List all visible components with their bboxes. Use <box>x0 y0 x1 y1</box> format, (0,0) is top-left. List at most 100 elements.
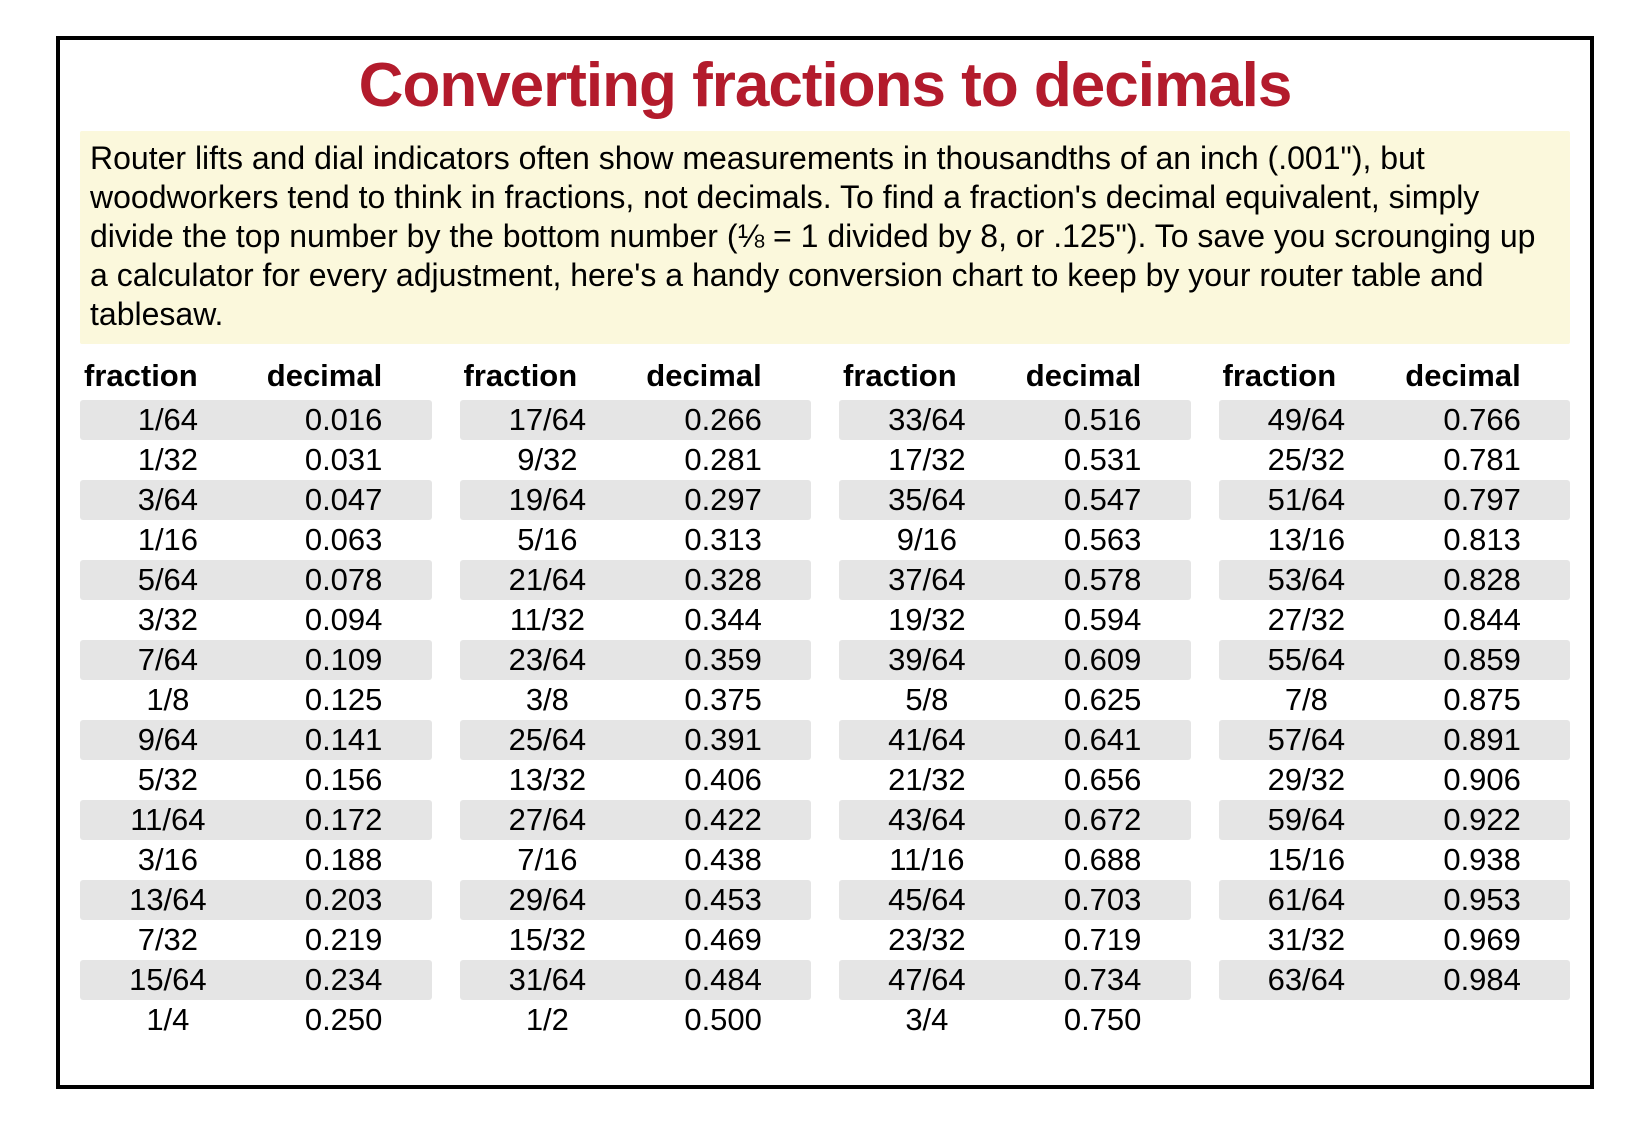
header-fraction: fraction <box>80 358 267 394</box>
decimal-cell: 0.938 <box>1394 842 1570 878</box>
fraction-cell: 1/16 <box>80 522 256 558</box>
decimal-cell: 0.766 <box>1394 402 1570 438</box>
decimal-cell: 0.141 <box>256 722 432 758</box>
fraction-cell: 61/64 <box>1219 882 1395 918</box>
intro-text: Router lifts and dial indicators often s… <box>90 139 1560 334</box>
table-row: 53/640.828 <box>1219 560 1571 600</box>
decimal-cell: 0.844 <box>1394 602 1570 638</box>
decimal-cell: 0.469 <box>635 922 811 958</box>
table-row: 3/80.375 <box>460 680 812 720</box>
table-row: 29/320.906 <box>1219 760 1571 800</box>
fraction-cell: 15/32 <box>460 922 636 958</box>
fraction-cell: 13/16 <box>1219 522 1395 558</box>
decimal-cell: 0.422 <box>635 802 811 838</box>
table-row: 39/640.609 <box>839 640 1191 680</box>
fraction-cell: 3/8 <box>460 682 636 718</box>
fraction-cell: 5/32 <box>80 762 256 798</box>
header-decimal: decimal <box>1405 358 1574 394</box>
header-fraction: fraction <box>460 358 647 394</box>
table-row: 29/640.453 <box>460 880 812 920</box>
table-row: 13/640.203 <box>80 880 432 920</box>
table-row: 3/320.094 <box>80 600 432 640</box>
decimal-cell: 0.078 <box>256 562 432 598</box>
table-row: 9/640.141 <box>80 720 432 760</box>
fraction-cell: 9/32 <box>460 442 636 478</box>
table-row: 7/160.438 <box>460 840 812 880</box>
fraction-cell: 1/32 <box>80 442 256 478</box>
decimal-cell: 0.047 <box>256 482 432 518</box>
table-row: 11/320.344 <box>460 600 812 640</box>
table-row: 33/640.516 <box>839 400 1191 440</box>
fraction-cell: 27/32 <box>1219 602 1395 638</box>
fraction-cell: 21/32 <box>839 762 1015 798</box>
decimal-cell: 0.109 <box>256 642 432 678</box>
decimal-cell: 0.672 <box>1015 802 1191 838</box>
table-row: 9/160.563 <box>839 520 1191 560</box>
decimal-cell: 0.063 <box>256 522 432 558</box>
decimal-cell: 0.734 <box>1015 962 1191 998</box>
table-row: 1/40.250 <box>80 1000 432 1040</box>
decimal-cell: 0.297 <box>635 482 811 518</box>
conversion-columns: fractiondecimal1/640.0161/320.0313/640.0… <box>80 358 1570 1065</box>
fraction-cell: 59/64 <box>1219 802 1395 838</box>
table-row: 57/640.891 <box>1219 720 1571 760</box>
decimal-cell: 0.547 <box>1015 482 1191 518</box>
conversion-column: fractiondecimal17/640.2669/320.28119/640… <box>460 358 812 1065</box>
decimal-cell: 0.328 <box>635 562 811 598</box>
table-row: 51/640.797 <box>1219 480 1571 520</box>
fraction-cell: 3/32 <box>80 602 256 638</box>
table-row: 59/640.922 <box>1219 800 1571 840</box>
table-row: 47/640.734 <box>839 960 1191 1000</box>
fraction-cell: 1/8 <box>80 682 256 718</box>
table-row: 15/320.469 <box>460 920 812 960</box>
fraction-cell: 9/64 <box>80 722 256 758</box>
table-row: 17/320.531 <box>839 440 1191 480</box>
intro-box: Router lifts and dial indicators often s… <box>80 131 1570 344</box>
fraction-cell: 23/32 <box>839 922 1015 958</box>
table-row: 31/640.484 <box>460 960 812 1000</box>
fraction-cell: 39/64 <box>839 642 1015 678</box>
table-row: 1/80.125 <box>80 680 432 720</box>
fraction-cell: 7/64 <box>80 642 256 678</box>
fraction-cell: 5/64 <box>80 562 256 598</box>
table-row: 19/320.594 <box>839 600 1191 640</box>
decimal-cell: 0.125 <box>256 682 432 718</box>
decimal-cell: 0.313 <box>635 522 811 558</box>
decimal-cell: 0.500 <box>635 1002 811 1038</box>
decimal-cell: 0.906 <box>1394 762 1570 798</box>
decimal-cell: 0.016 <box>256 402 432 438</box>
fraction-cell: 13/32 <box>460 762 636 798</box>
table-row: 61/640.953 <box>1219 880 1571 920</box>
decimal-cell: 0.656 <box>1015 762 1191 798</box>
fraction-cell: 45/64 <box>839 882 1015 918</box>
decimal-cell: 0.438 <box>635 842 811 878</box>
decimal-cell: 0.234 <box>256 962 432 998</box>
decimal-cell: 0.359 <box>635 642 811 678</box>
fraction-cell: 19/32 <box>839 602 1015 638</box>
header-fraction: fraction <box>1219 358 1406 394</box>
fraction-cell: 37/64 <box>839 562 1015 598</box>
header-decimal: decimal <box>1026 358 1195 394</box>
fraction-cell: 3/64 <box>80 482 256 518</box>
fraction-cell: 53/64 <box>1219 562 1395 598</box>
fraction-cell: 3/16 <box>80 842 256 878</box>
conversion-column: fractiondecimal33/640.51617/320.53135/64… <box>839 358 1191 1065</box>
fraction-cell: 21/64 <box>460 562 636 598</box>
table-row: 1/20.500 <box>460 1000 812 1040</box>
fraction-cell: 15/64 <box>80 962 256 998</box>
table-row: 41/640.641 <box>839 720 1191 760</box>
fraction-cell: 49/64 <box>1219 402 1395 438</box>
table-row: 13/320.406 <box>460 760 812 800</box>
decimal-cell: 0.875 <box>1394 682 1570 718</box>
table-row: 31/320.969 <box>1219 920 1571 960</box>
table-row: 15/160.938 <box>1219 840 1571 880</box>
fraction-cell: 11/64 <box>80 802 256 838</box>
decimal-cell: 0.781 <box>1394 442 1570 478</box>
decimal-cell: 0.281 <box>635 442 811 478</box>
table-row: 19/640.297 <box>460 480 812 520</box>
table-row: 23/640.359 <box>460 640 812 680</box>
fraction-cell: 25/64 <box>460 722 636 758</box>
fraction-cell: 5/16 <box>460 522 636 558</box>
table-row: 1/160.063 <box>80 520 432 560</box>
table-row: 13/160.813 <box>1219 520 1571 560</box>
